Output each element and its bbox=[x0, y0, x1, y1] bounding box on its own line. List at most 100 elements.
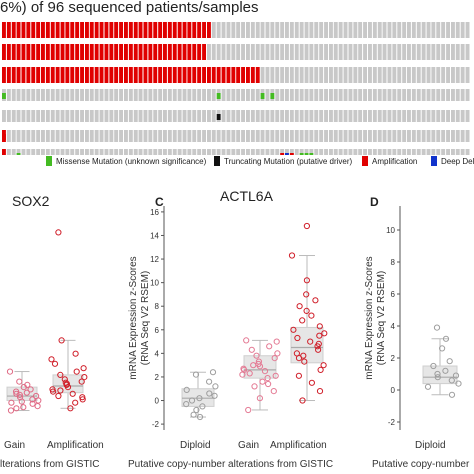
data-point bbox=[49, 386, 56, 393]
oncoprint-cell bbox=[250, 149, 255, 155]
data-point bbox=[18, 398, 25, 405]
oncoprint-cell bbox=[104, 44, 109, 60]
data-point bbox=[273, 338, 280, 345]
oncoprint-cell bbox=[421, 44, 426, 60]
oncoprint-cell bbox=[275, 22, 280, 38]
oncoprint-cell bbox=[421, 67, 426, 83]
oncoprint-cell bbox=[343, 22, 348, 38]
sox2-xlabel: lterations from GISTIC bbox=[0, 459, 100, 470]
oncoprint-cell bbox=[221, 89, 226, 101]
data-point bbox=[315, 340, 322, 347]
oncoprint-cell bbox=[363, 89, 367, 101]
data-point bbox=[13, 388, 20, 395]
oncoprint-cell bbox=[124, 89, 128, 101]
oncoprint-cell bbox=[260, 149, 265, 155]
data-point bbox=[206, 390, 213, 397]
oncoprint-cell bbox=[167, 67, 172, 83]
oncoprint-cell bbox=[231, 130, 236, 142]
oncoprint-cell bbox=[207, 89, 211, 101]
oncoprint-cell bbox=[153, 130, 158, 142]
legend-swatch-truncating bbox=[214, 156, 220, 166]
oncoprint-cell bbox=[455, 44, 460, 60]
legend-item-amplification: Amplification bbox=[362, 156, 417, 166]
panel-c-letter: C bbox=[155, 195, 164, 209]
oncoprint-cell bbox=[231, 44, 236, 60]
oncoprint-cell bbox=[431, 89, 436, 101]
data-point bbox=[192, 371, 200, 378]
oncoprint-cell bbox=[16, 89, 21, 101]
oncoprint-cell bbox=[353, 89, 358, 101]
oncoprint-cell bbox=[211, 110, 216, 122]
oncoprint-cell bbox=[387, 110, 392, 122]
oncoprint-cell bbox=[128, 130, 133, 142]
oncoprint-cell bbox=[94, 130, 99, 142]
oncoprint-cell bbox=[104, 89, 109, 101]
oncoprint-cell bbox=[372, 44, 377, 60]
oncoprint-cell bbox=[133, 22, 138, 38]
oncoprint-cell bbox=[11, 89, 16, 101]
oncoprint-cell bbox=[163, 89, 167, 101]
oncoprint-cell bbox=[280, 89, 285, 101]
actl6a-plot: -2 0 2 4 6 8 10 12 14 16 mRNA Expression z-Scores(… bbox=[128, 206, 328, 430]
oncoprint-cell bbox=[119, 110, 123, 122]
oncoprint-cell bbox=[343, 89, 348, 101]
oncoprint-cell bbox=[387, 67, 392, 83]
oncoprint-cell bbox=[353, 67, 358, 83]
oncoprint-cell bbox=[329, 67, 333, 83]
oncoprint-cell bbox=[41, 22, 45, 38]
oncoprint-cell bbox=[377, 22, 382, 38]
oncoprint-cell bbox=[89, 22, 94, 38]
oncoprint-cell bbox=[299, 22, 304, 38]
oncoprint-cell bbox=[241, 44, 245, 60]
oncoprint-cell bbox=[241, 130, 245, 142]
oncoprint-cell bbox=[309, 22, 314, 38]
data-point bbox=[248, 346, 255, 353]
data-point bbox=[293, 350, 300, 357]
oncoprint-cell bbox=[377, 110, 382, 122]
oncoprint-cell bbox=[421, 89, 426, 101]
oncoprint-cell bbox=[265, 22, 270, 38]
oncoprint-cell bbox=[411, 44, 416, 60]
data-point bbox=[430, 362, 437, 370]
oncoprint-cell bbox=[358, 130, 363, 142]
oncoprint-cell bbox=[285, 44, 289, 60]
oncoprint-cell bbox=[241, 22, 245, 38]
oncoprint-cell bbox=[275, 110, 280, 122]
oncoprint-cell bbox=[197, 149, 202, 155]
oncoprint-cell bbox=[11, 22, 16, 38]
oncoprint-cell bbox=[192, 89, 197, 101]
oncoprint-cell bbox=[431, 22, 436, 38]
y-tick-label: 4 bbox=[155, 349, 160, 358]
oncoprint-cell bbox=[187, 89, 192, 101]
data-point bbox=[250, 362, 257, 369]
oncoprint-cell bbox=[177, 22, 182, 38]
data-point bbox=[209, 369, 217, 376]
oncoprint-cell bbox=[319, 22, 324, 38]
oncoprint-cell bbox=[158, 67, 163, 83]
oncoprint-cell bbox=[319, 89, 324, 101]
oncoprint-cell bbox=[6, 130, 11, 142]
oncoprint-cell bbox=[124, 22, 128, 38]
oncoprint-cell bbox=[75, 22, 80, 38]
oncoprint-cell bbox=[299, 67, 304, 83]
data-point bbox=[251, 383, 258, 390]
oncoprint-cell bbox=[285, 67, 289, 83]
oncoprint-cell bbox=[80, 44, 84, 60]
oncoprint-cell bbox=[324, 22, 328, 38]
oncoprint-cell bbox=[265, 130, 270, 142]
oncoprint-cell bbox=[446, 67, 450, 83]
oncoprint-cell bbox=[426, 44, 431, 60]
oncoprint-cell bbox=[192, 110, 197, 122]
oncoprint-cell bbox=[167, 89, 172, 101]
y-tick-label: 6 bbox=[155, 326, 160, 335]
oncoprint-cell bbox=[85, 44, 89, 60]
y-tick-label: -2 bbox=[388, 418, 396, 427]
oncoprint-cell bbox=[416, 110, 421, 122]
oncoprint-cell bbox=[89, 67, 94, 83]
data-point bbox=[255, 358, 262, 365]
data-point bbox=[315, 346, 322, 353]
oncoprint-cell bbox=[460, 130, 465, 142]
oncoprint-cell bbox=[45, 130, 50, 142]
oncoprint-cell bbox=[382, 130, 387, 142]
oncoprint-cell bbox=[441, 22, 446, 38]
